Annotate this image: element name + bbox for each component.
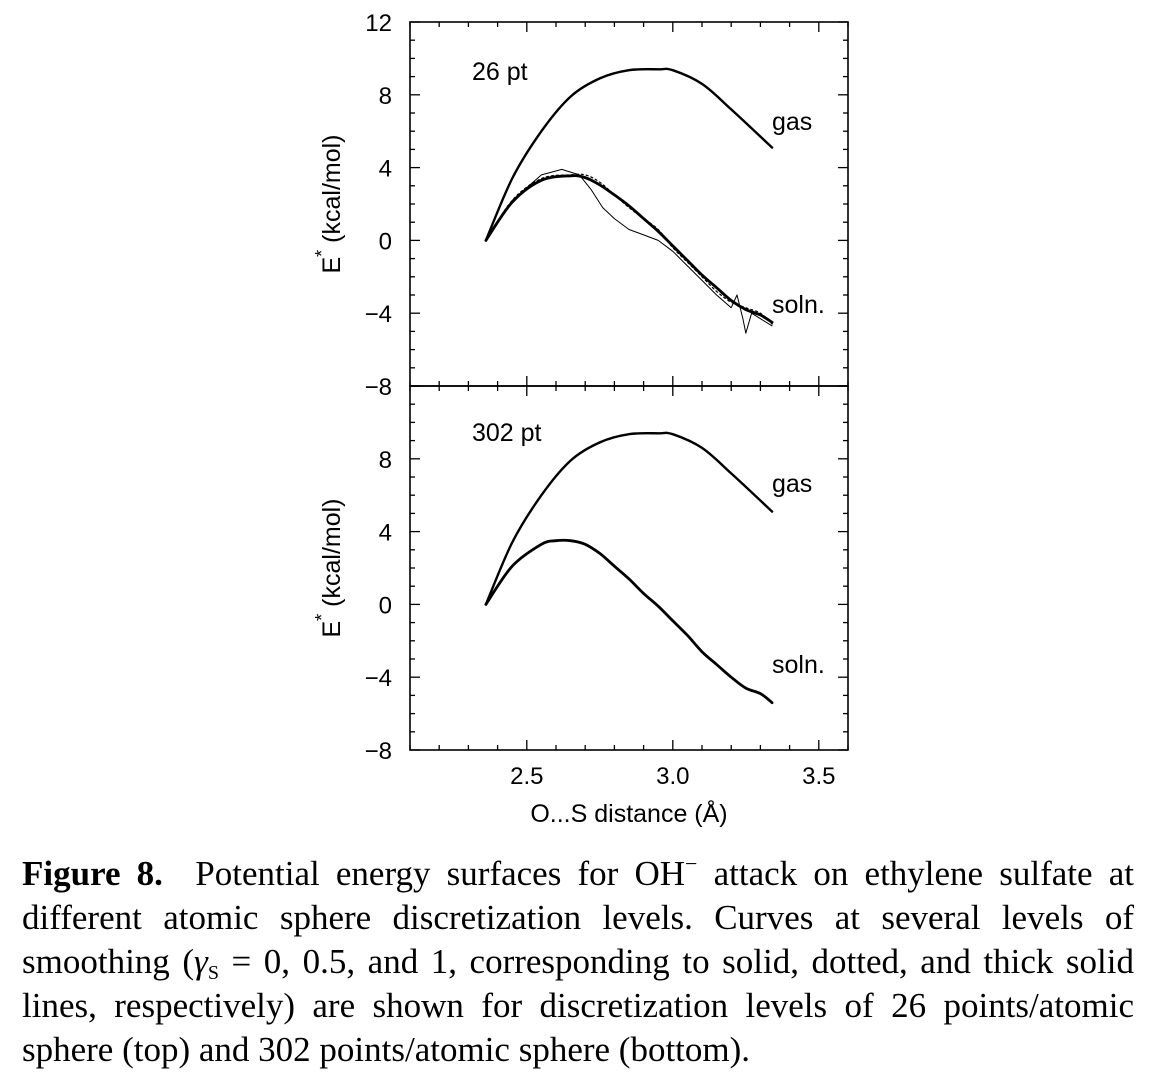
figure-caption: Figure 8. Potential energy surfaces for … — [22, 852, 1134, 1072]
y-axis-title-symbol-bottom: E — [318, 621, 346, 638]
bottom-panel-ticks: 8 4 0 −4 −8 — [365, 385, 849, 765]
y-axis-title-units-top: (kcal/mol) — [318, 135, 346, 243]
curve-gas — [484, 67, 774, 242]
top-panel-curves — [484, 67, 774, 334]
y-axis-title-sup-top: * — [312, 250, 332, 257]
curve-soln — [484, 538, 774, 705]
bottom-panel-curves — [484, 431, 774, 705]
y-axis-title-units-bottom: (kcal/mol) — [318, 499, 346, 607]
caption-figure-label: Figure 8. — [22, 854, 163, 893]
y-tick-label: 0 — [379, 592, 392, 619]
x-tick-labels: 2.5 3.0 3.5 — [510, 763, 835, 790]
panel-26pt: 12 8 4 0 −4 −8 26 pt gas soln. — [365, 10, 849, 401]
soln-label-top: soln. — [772, 291, 825, 319]
curve-soln-s-0-5 — [485, 173, 773, 325]
gas-label-bottom: gas — [772, 470, 812, 498]
y-tick-label: 0 — [379, 228, 392, 255]
figure-8-chart: 12 8 4 0 −4 −8 26 pt gas soln. 8 4 0 −4 −8 302 pt… — [312, 10, 849, 828]
curve-gas — [484, 431, 774, 606]
soln-label-bottom: soln. — [772, 651, 825, 679]
y-tick-label: −4 — [365, 301, 392, 328]
x-axis-title: O...S distance (Å) — [530, 798, 727, 828]
x-tick-label: 3.0 — [656, 763, 689, 790]
curve-soln-s-1 — [484, 174, 774, 324]
y-tick-label: 4 — [379, 520, 392, 547]
y-axis-title-bottom: E* (kcal/mol) — [312, 499, 346, 638]
svg-text:E* (kcal/mol): E* (kcal/mol) — [312, 499, 346, 638]
y-axis-title-top: E* (kcal/mol) — [312, 135, 346, 274]
caption-gamma-sub: S — [207, 962, 219, 984]
caption-text-2: attack on ethylene sulfate at different … — [22, 854, 1134, 981]
x-tick-label: 2.5 — [510, 763, 543, 790]
caption-superscript: − — [685, 851, 698, 876]
y-tick-label: −8 — [365, 374, 392, 401]
curve-soln-s-0 — [485, 168, 773, 334]
top-panel-ticks: 12 8 4 0 −4 −8 — [365, 10, 849, 401]
y-tick-label: 4 — [379, 156, 392, 183]
caption-text-3: = 0, 0.5, and 1, corresponding to solid,… — [22, 942, 1134, 1069]
y-tick-label: 8 — [379, 83, 392, 110]
y-tick-label: −4 — [365, 665, 392, 692]
panel-label-bottom: 302 pt — [472, 419, 542, 447]
y-axis-title-sup-bottom: * — [312, 614, 332, 621]
y-axis-title-symbol-top: E — [318, 257, 346, 274]
y-tick-label: 8 — [379, 447, 392, 474]
x-tick-label: 3.5 — [802, 763, 835, 790]
panel-302pt: 8 4 0 −4 −8 302 pt gas soln. — [365, 385, 849, 765]
caption-text-1: Potential energy surfaces for OH — [195, 854, 686, 893]
y-tick-label: 12 — [365, 10, 392, 37]
panel-label-top: 26 pt — [472, 58, 528, 86]
y-tick-label: −8 — [365, 738, 392, 765]
svg-text:E* (kcal/mol): E* (kcal/mol) — [312, 135, 346, 274]
caption-gamma: γ — [194, 942, 208, 981]
gas-label-top: gas — [772, 108, 812, 136]
